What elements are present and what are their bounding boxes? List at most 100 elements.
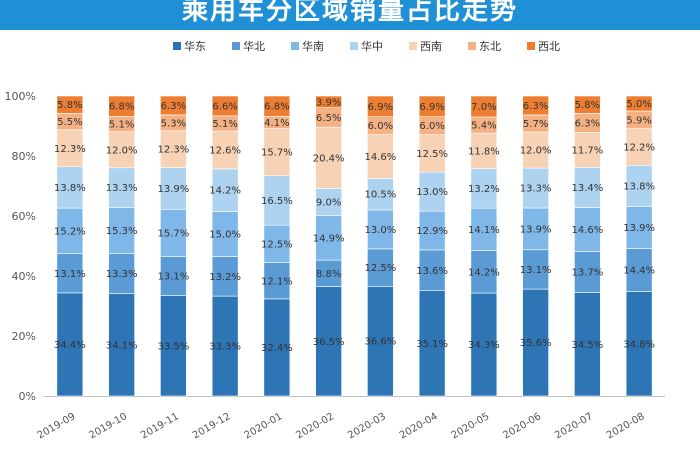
bar-segment	[625, 165, 653, 208]
y-tick-label: 20%	[12, 330, 36, 343]
data-label: 33.5%	[157, 341, 189, 352]
bar-segment	[574, 95, 601, 114]
data-label: 12.9%	[416, 226, 448, 237]
data-label: 14.1%	[468, 225, 500, 236]
legend-swatch	[527, 42, 535, 50]
data-label: 12.3%	[54, 144, 86, 155]
bar-segment	[367, 134, 394, 179]
data-label: 13.8%	[54, 183, 86, 194]
data-label: 6.3%	[161, 101, 186, 112]
bar-segment	[160, 130, 187, 168]
bar-segment	[315, 215, 342, 261]
data-label: 16.5%	[261, 196, 293, 207]
data-label: 14.6%	[571, 225, 603, 236]
bar-segment	[625, 128, 653, 166]
data-label: 11.8%	[468, 146, 500, 157]
bar-segment	[470, 207, 498, 251]
bar-segment	[418, 210, 446, 251]
data-label: 6.3%	[575, 118, 600, 129]
data-label: 13.9%	[623, 223, 655, 234]
data-label: 36.6%	[364, 337, 396, 348]
data-label: 6.8%	[109, 102, 134, 113]
bar-segment	[211, 168, 239, 212]
data-label: 13.1%	[520, 265, 552, 276]
data-label: 12.3%	[157, 145, 189, 156]
data-label: 34.4%	[54, 340, 86, 351]
data-label: 15.7%	[261, 148, 293, 159]
legend-swatch	[409, 42, 417, 50]
y-tick-label: 60%	[12, 210, 36, 223]
bar-segment	[108, 207, 135, 254]
data-label: 12.2%	[623, 143, 655, 154]
data-label: 35.6%	[520, 338, 552, 349]
data-label: 36.5%	[313, 337, 345, 348]
data-label: 12.5%	[416, 149, 448, 160]
bar-segment	[315, 259, 342, 287]
y-tick-label: 100%	[5, 90, 36, 103]
data-label: 15.2%	[54, 226, 86, 237]
bar-segment	[211, 295, 239, 397]
x-tick-label: 2020-05	[450, 411, 492, 441]
legend-label: 华北	[243, 39, 265, 53]
bar-segment	[418, 290, 446, 397]
bar-segment	[160, 208, 187, 257]
bar-segment	[263, 298, 291, 397]
bar-segment	[418, 249, 446, 291]
legend-label: 东北	[479, 40, 501, 53]
data-label: 5.9%	[626, 115, 651, 126]
bar-segment	[470, 95, 498, 118]
bar-segment	[56, 166, 84, 209]
data-label: 6.9%	[368, 102, 393, 113]
data-label: 12.6%	[209, 146, 241, 157]
data-label: 14.6%	[364, 152, 396, 163]
bar-segment	[211, 95, 239, 117]
data-label: 15.3%	[106, 226, 138, 237]
data-label: 13.3%	[520, 184, 552, 195]
data-label: 6.0%	[419, 121, 444, 132]
data-label: 13.4%	[571, 183, 603, 194]
bar-segment	[108, 131, 135, 169]
bar-segment	[263, 224, 291, 263]
stacked-bar-chart: 华东 华北 华南 华中 西南 东北 西北 0% 20% 40% 60% 80% 100% 34.4% 13.…	[5, 39, 665, 441]
data-label: 14.9%	[313, 233, 345, 244]
bar-segment	[522, 249, 549, 290]
data-label: 6.3%	[523, 101, 548, 112]
data-label: 6.9%	[419, 102, 444, 113]
data-label: 13.2%	[468, 184, 500, 195]
bar-segment	[367, 95, 394, 117]
legend-label: 华东	[184, 39, 206, 53]
bar-segment	[108, 167, 135, 209]
data-label: 5.5%	[57, 117, 82, 128]
bar-segment	[263, 175, 291, 226]
bar-segment	[522, 95, 549, 116]
legend-label: 华南	[302, 39, 324, 53]
data-label: 13.6%	[416, 266, 448, 277]
legend-swatch	[232, 42, 240, 50]
legend-swatch	[468, 42, 476, 50]
data-label: 7.0%	[471, 102, 496, 113]
legend-swatch	[350, 42, 358, 50]
bar-segment	[367, 248, 394, 287]
bar-segment	[315, 126, 342, 189]
data-label: 13.0%	[416, 187, 448, 198]
bar-segment	[574, 292, 601, 397]
data-label: 34.1%	[106, 340, 138, 351]
data-label: 13.1%	[157, 271, 189, 282]
x-tick-label: 2019-11	[139, 411, 181, 441]
bar-segment	[108, 293, 135, 397]
data-label: 34.5%	[571, 340, 603, 351]
bar-segment	[367, 209, 394, 250]
bar-segment	[56, 253, 84, 294]
data-label: 20.4%	[313, 153, 345, 164]
data-label: 15.7%	[157, 228, 189, 239]
data-label: 13.1%	[54, 269, 86, 280]
x-tick-label: 2020-07	[553, 411, 595, 441]
bar-segment	[56, 292, 84, 397]
bar-segment	[367, 178, 394, 211]
data-label: 8.8%	[316, 269, 341, 280]
data-label: 13.3%	[106, 269, 138, 280]
x-tick-label: 2020-02	[294, 411, 336, 441]
data-label: 5.3%	[161, 118, 186, 129]
data-label: 13.3%	[106, 183, 138, 194]
bar-segment	[56, 95, 84, 114]
